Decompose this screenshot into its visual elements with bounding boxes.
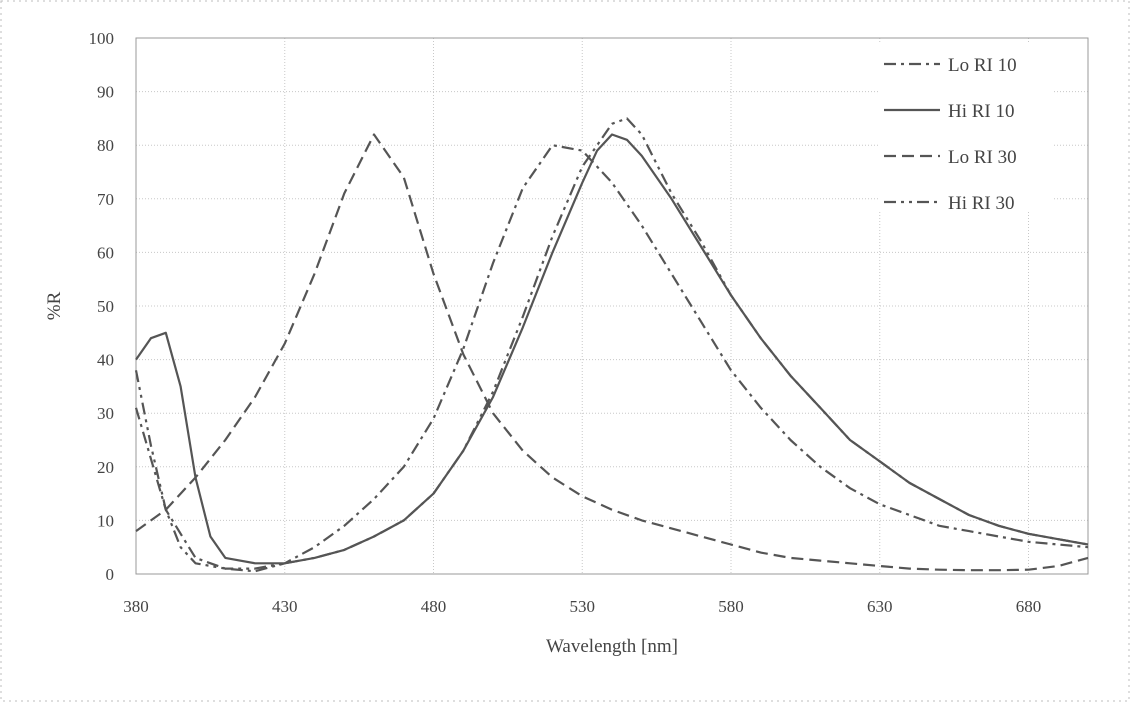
x-tick-label: 630	[867, 597, 893, 616]
y-tick-label: 20	[97, 458, 114, 477]
y-tick-label: 50	[97, 297, 114, 316]
y-tick-label: 0	[106, 565, 115, 584]
y-axis-title: %R	[44, 291, 65, 320]
y-tick-label: 10	[97, 511, 114, 530]
legend-label: Hi RI 10	[948, 101, 1015, 122]
y-tick-label: 90	[97, 83, 114, 102]
legend-label: Lo RI 30	[948, 147, 1017, 168]
x-axis-ticks: 380 430 480 530 580 630 680	[123, 597, 1041, 616]
x-tick-label: 580	[718, 597, 744, 616]
x-tick-label: 380	[123, 597, 149, 616]
x-tick-label: 480	[421, 597, 447, 616]
reflectance-chart: 0 10 20 30 40 50 60 70 80 90 100 380 430 480 530 580 63…	[0, 0, 1130, 702]
legend-label: Hi RI 30	[948, 193, 1015, 214]
legend: Lo RI 10 Hi RI 10 Lo RI 30 Hi RI 30	[878, 44, 1054, 214]
y-axis-ticks: 0 10 20 30 40 50 60 70 80 90 100	[89, 29, 115, 584]
y-tick-label: 40	[97, 351, 114, 370]
y-tick-label: 100	[89, 29, 115, 48]
y-tick-label: 30	[97, 404, 114, 423]
legend-label: Lo RI 10	[948, 55, 1017, 76]
x-tick-label: 530	[570, 597, 596, 616]
y-tick-label: 60	[97, 243, 114, 262]
y-tick-label: 70	[97, 190, 114, 209]
x-tick-label: 680	[1016, 597, 1042, 616]
x-axis-title: Wavelength [nm]	[546, 636, 678, 657]
x-tick-label: 430	[272, 597, 298, 616]
y-tick-label: 80	[97, 136, 114, 155]
